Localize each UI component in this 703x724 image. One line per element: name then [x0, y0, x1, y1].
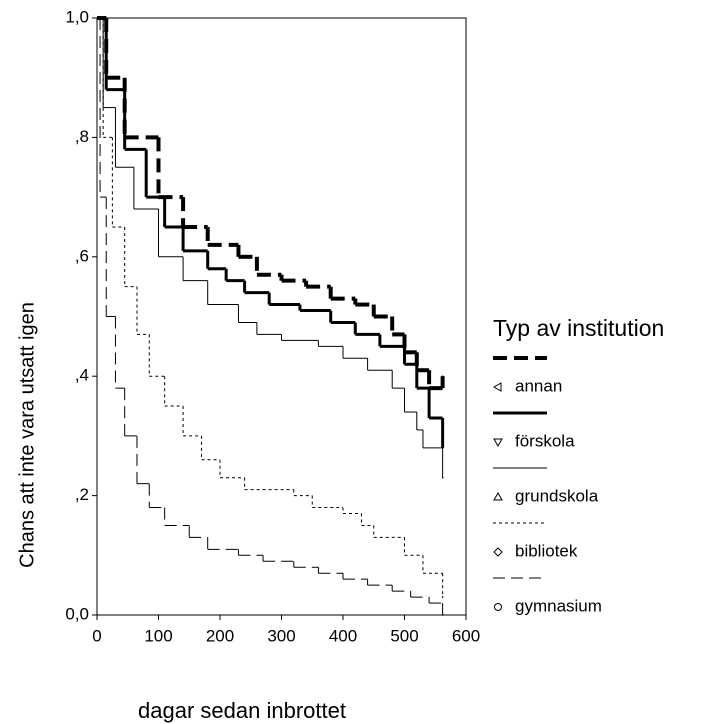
y-axis-label: Chans att inte vara utsatt igen — [16, 302, 38, 568]
x-tick-label: 300 — [267, 626, 295, 645]
legend-label: gymnasium — [515, 596, 602, 615]
x-axis-label: dagar sedan inbrottet — [138, 698, 346, 723]
legend-marker — [494, 603, 502, 611]
x-tick-label: 200 — [206, 626, 234, 645]
y-tick-label: 1,0 — [65, 7, 89, 26]
x-tick-label: 500 — [390, 626, 418, 645]
y-tick-label: ,6 — [75, 246, 89, 265]
step-end — [441, 596, 444, 598]
x-tick-label: 0 — [92, 626, 101, 645]
legend-label: annan — [515, 376, 562, 395]
plot-frame — [96, 17, 467, 616]
y-tick-label: ,4 — [75, 366, 89, 385]
y-tick-label: ,8 — [75, 127, 89, 146]
legend-marker — [492, 382, 502, 392]
step-end — [441, 375, 444, 378]
x-tick-label: 600 — [452, 626, 480, 645]
legend-label: bibliotek — [515, 541, 578, 560]
y-tick-label: 0,0 — [65, 604, 89, 623]
x-tick-label: 400 — [329, 626, 357, 645]
step-end — [441, 476, 444, 479]
y-tick-label: ,2 — [75, 485, 89, 504]
legend-marker — [493, 491, 503, 501]
legend-label: grundskola — [515, 486, 599, 505]
step-end — [441, 614, 444, 616]
legend-marker — [493, 438, 503, 448]
legend-title: Typ av institution — [493, 315, 664, 341]
x-tick-label: 100 — [144, 626, 172, 645]
legend-marker — [493, 547, 503, 557]
legend-label: förskola — [515, 431, 575, 450]
